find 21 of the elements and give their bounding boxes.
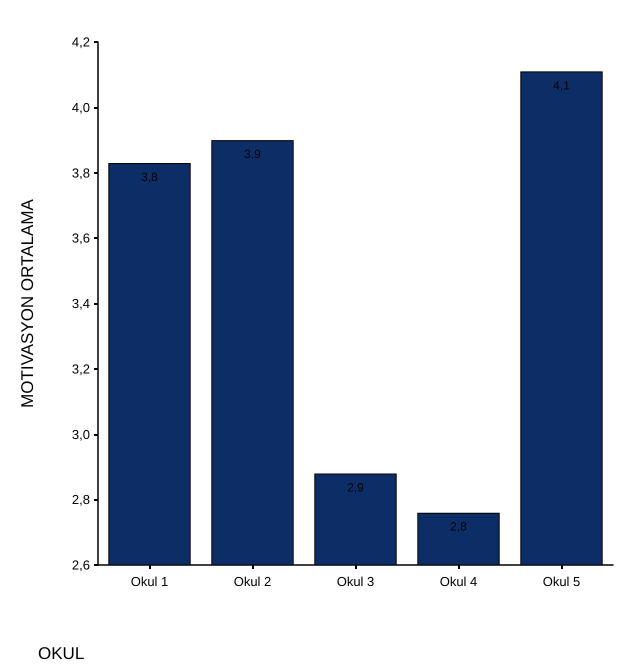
y-tick-label: 3,2 [72, 361, 90, 376]
y-tick-label: 4,0 [72, 100, 90, 115]
y-tick-label: 3,4 [72, 296, 90, 311]
x-axis-title: OKUL [38, 644, 84, 663]
data-label: 4,1 [553, 78, 570, 92]
y-tick-label: 3,6 [72, 230, 90, 246]
y-tick-label: 3,8 [72, 165, 90, 180]
data-label: 3,9 [244, 147, 262, 162]
y-tick-label: 2,6 [72, 558, 90, 572]
x-tick-label: Okul 5 [542, 574, 580, 589]
x-tick-label: Okul 4 [440, 574, 478, 589]
y-tick-label: 3,0 [72, 426, 90, 442]
x-tick-label: Okul 1 [130, 574, 168, 589]
data-label: 2,9 [347, 480, 364, 494]
y-tick-label: 2,8 [72, 492, 90, 508]
data-label: 3,8 [141, 170, 158, 184]
x-tick-label: Okul 3 [336, 574, 374, 589]
y-tick-label: 4,2 [72, 34, 90, 50]
data-label: 2,8 [450, 520, 468, 534]
x-tick-label: Okul 2 [234, 574, 272, 589]
y-axis-title: MOTIVASYON ORTALAMA [18, 198, 37, 408]
